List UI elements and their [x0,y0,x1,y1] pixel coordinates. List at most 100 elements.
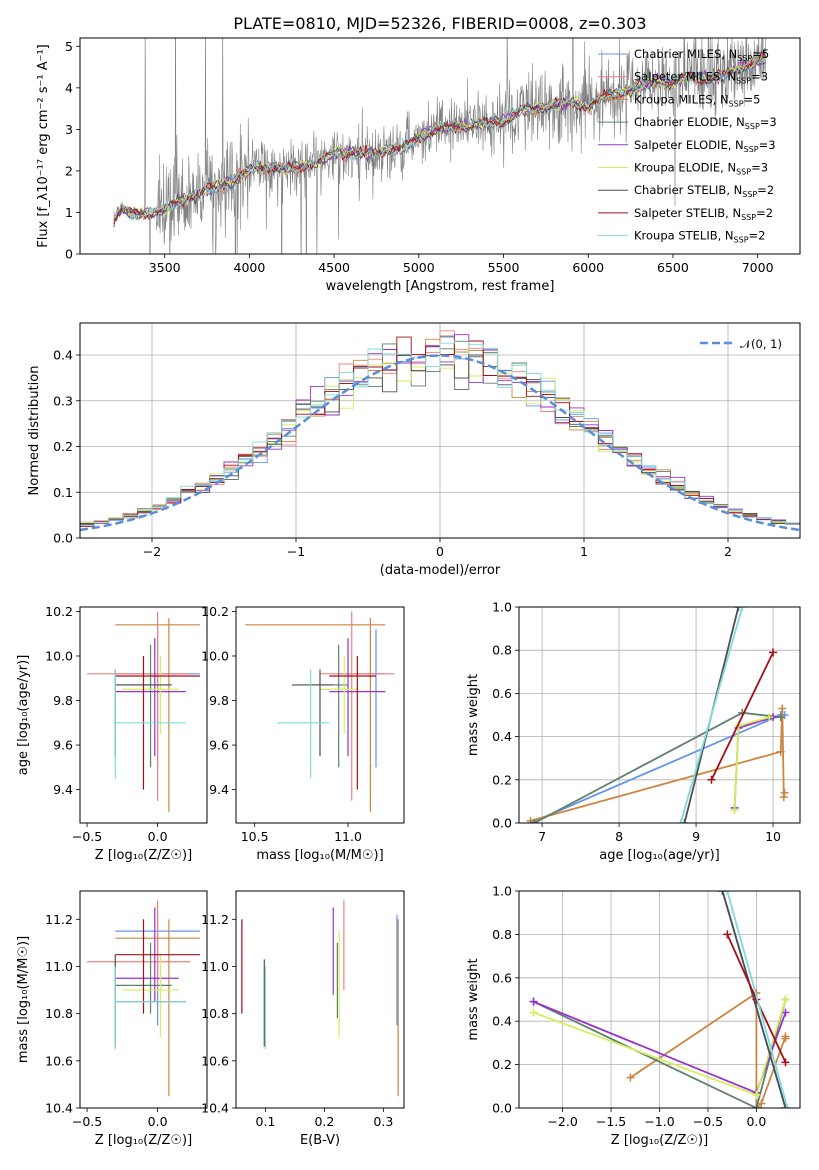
legend-entry: Chabrier MILES, NSSP=5 [634,47,769,63]
x-tick-label: 5500 [488,260,520,275]
x-tick-label: 0.0 [148,829,168,844]
weight-marker [776,747,785,756]
y-tick-label: 10.4 [201,1101,229,1116]
plot-area-weight_vs_Z [519,891,800,1108]
weight-line-chabrier-elodie [533,999,787,1108]
panel-residuals: −2 −1 0 1 2 0.0 0.1 0.2 0.3 0.4 (data-model)/error… [27,322,801,578]
x-tick-label: −1 [287,544,305,559]
y-tick-label: 0.0 [53,531,73,546]
weight-marker [783,1104,792,1108]
x-axis-label: mass [log₁₀(M/M☉)] [256,848,383,863]
weight-marker [730,806,739,815]
x-tick-label: 6500 [657,260,689,275]
x-tick-label: 8 [615,829,623,844]
y-axis-label: Normed distribution [27,366,42,496]
axes-frame [79,606,208,824]
y-tick-label: 11.2 [201,912,229,927]
y-axis-label: mass weight [466,674,481,756]
axes-frame [518,890,801,1109]
figure-title: PLATE=0810, MJD=52326, FIBERID=0008, z=0… [233,14,646,33]
y-tick-label: 9.8 [209,693,229,708]
histogram-kroupa-miles [80,335,800,525]
y-tick-label: 0.4 [53,348,73,363]
weight-marker [781,1058,790,1067]
y-tick-label: 10.6 [45,1053,73,1068]
legend-entry-normal: 𝒩(0, 1) [740,337,782,351]
y-tick-label: 11.2 [45,912,73,927]
x-tick-label: 0.1 [256,1114,276,1129]
y-tick-label: 0.2 [492,772,512,787]
weight-marker [779,793,788,802]
spectrum-model-salpeter-stelib [113,51,767,224]
x-tick-label: 7000 [742,260,774,275]
axes-frame [235,606,405,824]
y-tick-label: 10.2 [201,604,229,619]
x-tick-label: 0.2 [314,1114,334,1129]
y-tick-label: 0.0 [492,1101,512,1116]
spectrum-model-kroupa-stelib [113,54,767,221]
normal-reference-curve [80,354,800,532]
plot-area-age_vs_mass [245,611,395,812]
y-tick-label: 11.0 [201,959,229,974]
plot-area-age_vs_Z [87,611,200,812]
x-axis-label: Z [log₁₀(Z/Z☉)] [611,1133,708,1148]
y-tick-label: 9.6 [53,738,73,753]
x-axis-label: E(B-V) [300,1133,340,1148]
plot-area-mass_vs_Z [87,900,200,1097]
panel-age_vs_Z: −0.5 0.0 9.4 9.6 9.8 10.0 10.2 Z [log₁₀(Z/Z☉)] a… [16,604,208,863]
weight-marker [734,607,743,611]
y-axis-label: Flux [f_λ10⁻¹⁷ erg cm⁻² s⁻¹ A⁻¹] [36,44,51,248]
weight-marker [738,607,747,611]
x-tick-label: 1 [580,544,588,559]
legend-entry: Kroupa ELODIE, NSSP=3 [634,161,768,177]
y-tick-label: 11.0 [45,959,73,974]
panel-weight_vs_age: 7 8 9 10 0.0 0.2 0.4 0.6 0.8 1.0 age [log₁₀(age/yr… [466,600,801,863]
x-tick-label: 0.0 [746,1114,766,1129]
x-tick-label: −2 [143,544,161,559]
weight-marker [526,816,535,823]
y-tick-label: 0.6 [492,970,512,985]
y-tick-label: 9.4 [209,782,229,797]
y-tick-label: 0.2 [53,439,73,454]
y-tick-label: 0.4 [492,1014,512,1029]
weight-line-salpeter-stelib [710,652,774,781]
weight-marker [781,995,790,1004]
y-tick-label: 0.4 [492,729,512,744]
x-tick-label: −0.5 [72,829,102,844]
weight-marker [780,788,789,797]
panel-age_vs_mass: 10.5 11.0 9.4 9.6 9.8 10.0 10.2 mass [log₁₀(M/M… [201,604,405,863]
y-tick-label: 3 [65,122,73,137]
y-tick-label: 10.0 [45,648,73,663]
weight-marker [769,648,778,657]
y-tick-label: 0.8 [492,927,512,942]
x-axis-label: Z [log₁₀(Z/Z☉)] [95,1133,192,1148]
x-axis-label: (data-model)/error [380,563,501,578]
y-tick-label: 0.1 [53,485,73,500]
plot-area-residuals [80,323,800,538]
x-axis-label: age [log₁₀(age/yr)] [599,848,720,863]
y-axis-label: mass [log₁₀(M/M☉)] [16,936,31,1063]
x-tick-label: 10.5 [241,829,269,844]
weight-marker [778,704,787,713]
y-axis-label: age [log₁₀(age/yr)] [16,655,31,776]
spectrum-data-line [113,38,767,254]
weight-marker [530,819,539,823]
y-tick-label: 10.2 [45,604,73,619]
y-tick-label: 0.6 [492,686,512,701]
x-tick-label: 0 [436,544,444,559]
x-tick-label: 4500 [318,260,350,275]
plot-area-weight_vs_age [519,607,800,823]
weight-marker [752,1090,761,1099]
legend-entry: Kroupa MILES, NSSP=5 [634,92,760,108]
y-tick-label: 0.0 [492,816,512,831]
weight-marker [723,891,732,895]
axes-frame [79,37,801,255]
weight-marker [723,930,732,939]
y-tick-label: 4 [65,80,73,95]
weight-marker [626,1073,635,1082]
weight-marker [752,1104,761,1108]
x-tick-label: 0.0 [148,1114,168,1129]
weight-marker [781,1008,790,1017]
weight-line-kroupa-stelib [679,607,744,823]
plots-layer: 3500 4000 4500 5000 5500 6000 6500 7000 0 1 2 3 4 5 wa… [16,37,801,1148]
